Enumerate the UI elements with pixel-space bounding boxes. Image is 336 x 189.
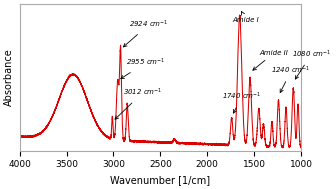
- Text: 1240 cm$^{-1}$: 1240 cm$^{-1}$: [271, 65, 311, 93]
- Text: Amide I: Amide I: [233, 11, 259, 23]
- Text: 3012 cm$^{-1}$: 3012 cm$^{-1}$: [115, 87, 162, 119]
- Text: 1740 cm$^{-1}$: 1740 cm$^{-1}$: [222, 91, 262, 113]
- X-axis label: Wavenumber [1/cm]: Wavenumber [1/cm]: [110, 175, 210, 185]
- Text: Amide II: Amide II: [253, 50, 289, 70]
- Text: 2924 cm$^{-1}$: 2924 cm$^{-1}$: [123, 19, 169, 47]
- Text: 2955 cm$^{-1}$: 2955 cm$^{-1}$: [121, 57, 165, 79]
- Y-axis label: Absorbance: Absorbance: [4, 49, 14, 106]
- Text: 1080 cm$^{-1}$: 1080 cm$^{-1}$: [292, 49, 331, 79]
